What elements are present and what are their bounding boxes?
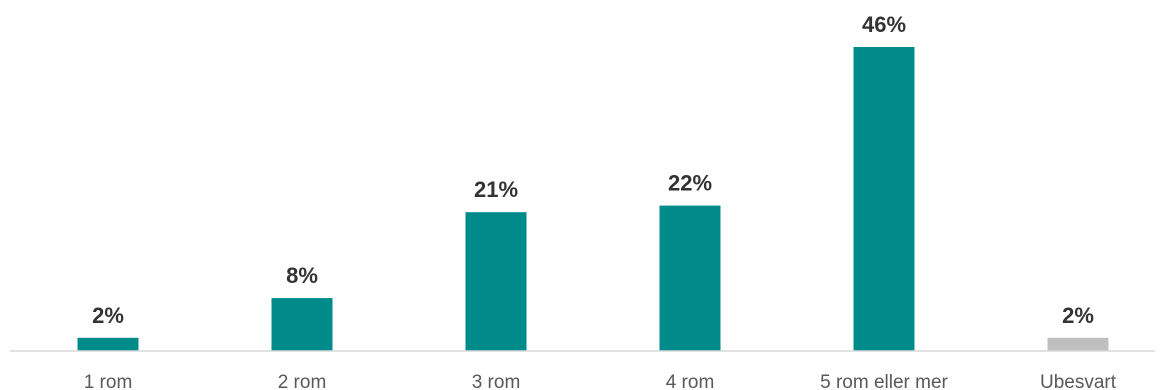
value-label-2: 21% bbox=[474, 177, 518, 202]
value-label-4: 46% bbox=[862, 12, 906, 37]
bar-4 bbox=[853, 47, 915, 351]
category-label-0: 1 rom bbox=[84, 372, 133, 390]
value-label-0: 2% bbox=[92, 303, 124, 328]
bar-2 bbox=[465, 212, 527, 351]
value-label-1: 8% bbox=[286, 263, 318, 288]
category-labels-group: 1 rom 2 rom 3 rom 4 rom 5 rom eller mer Ubesv… bbox=[84, 372, 1117, 390]
value-label-5: 2% bbox=[1062, 303, 1094, 328]
bar-0 bbox=[77, 337, 139, 351]
bar-3 bbox=[659, 205, 721, 351]
bar-1 bbox=[271, 298, 333, 351]
category-label-1: 2 rom bbox=[278, 372, 327, 390]
value-label-3: 22% bbox=[668, 171, 712, 196]
bars-group bbox=[77, 47, 1109, 351]
category-label-4: 5 rom eller mer bbox=[820, 372, 948, 390]
category-label-2: 3 rom bbox=[472, 372, 521, 390]
category-label-5: Ubesvart bbox=[1040, 372, 1117, 390]
value-labels-group: 2% 8% 21% 22% 46% 2% bbox=[92, 12, 1094, 328]
category-label-3: 4 rom bbox=[666, 372, 715, 390]
bar-5 bbox=[1047, 337, 1109, 351]
